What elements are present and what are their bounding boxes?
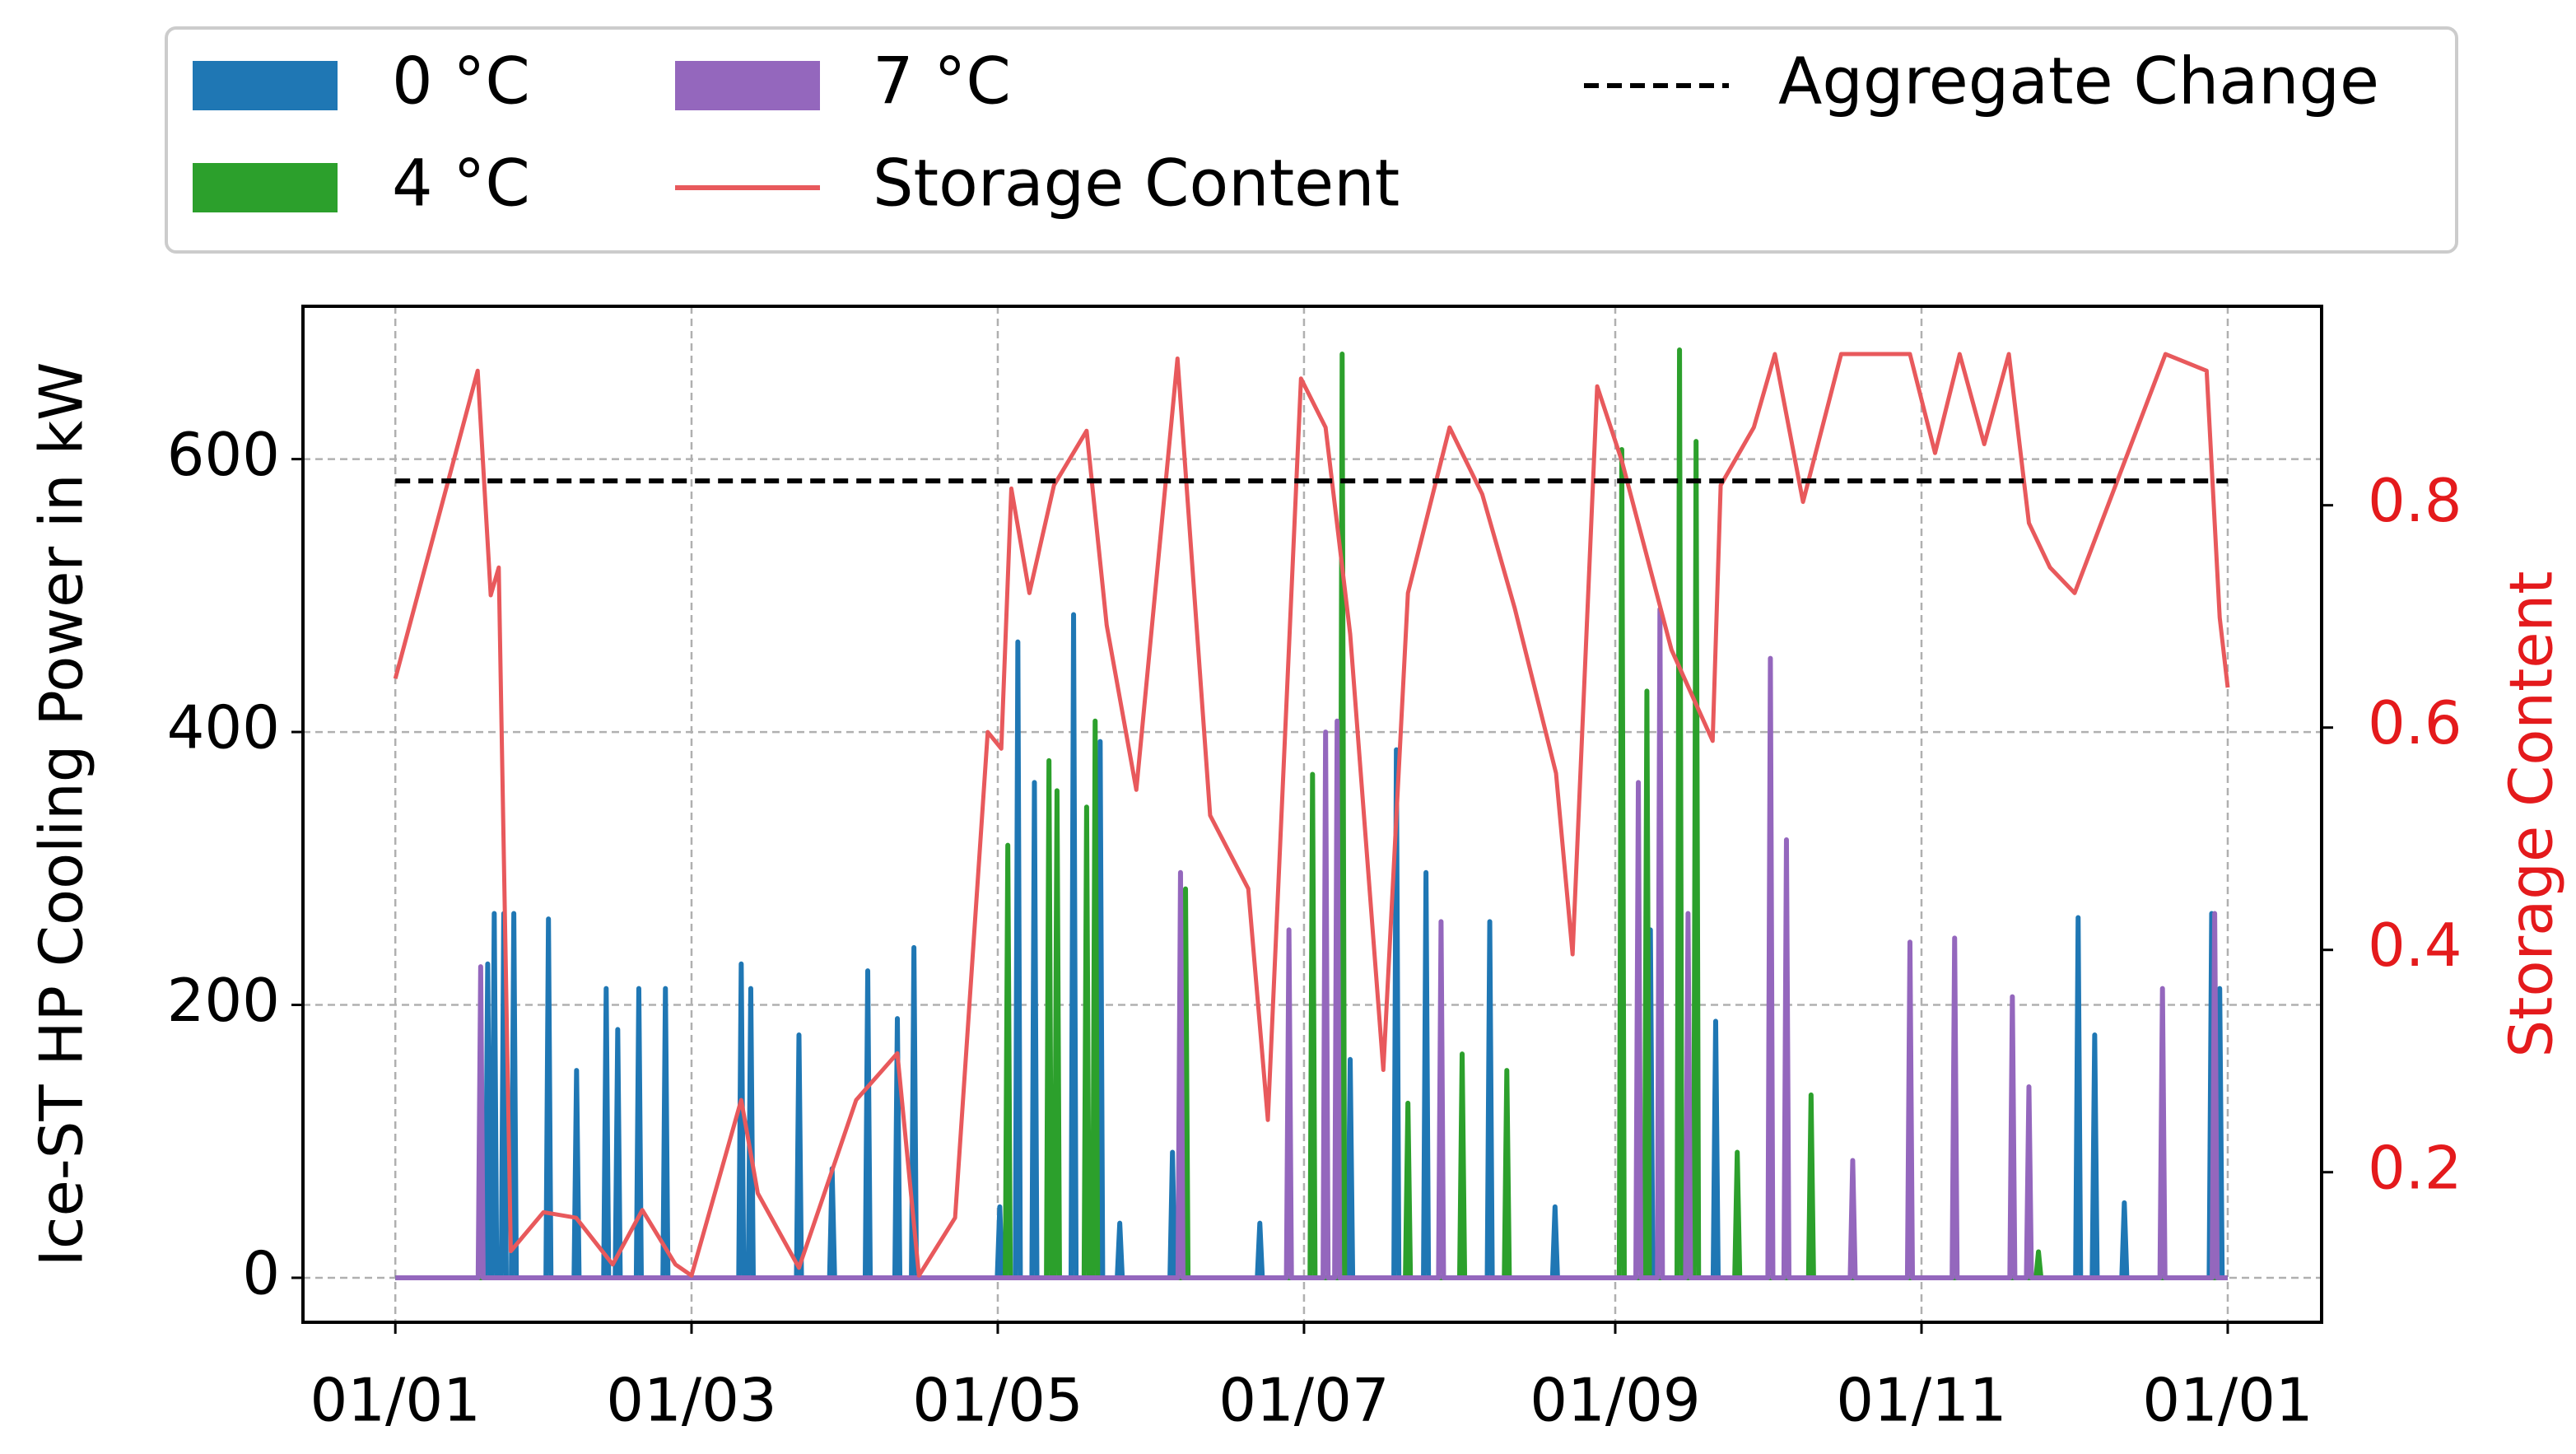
- y2-tick-label: 0.2: [2368, 1133, 2462, 1202]
- y2-tick-label: 0.4: [2368, 911, 2462, 980]
- legend-label: 0 °C: [392, 44, 530, 119]
- y-axis-label: Ice-ST HP Cooling Power in kW: [27, 362, 96, 1267]
- legend-swatch: [675, 61, 820, 110]
- plot-frame: [301, 305, 2323, 1324]
- legend-label: 4 °C: [392, 147, 530, 221]
- series-line: [395, 606, 2228, 1280]
- y2-tick-label: 0.8: [2368, 466, 2462, 535]
- y-tick-label: 200: [167, 966, 280, 1035]
- legend-swatch: [193, 61, 338, 110]
- legend-label: 7 °C: [873, 44, 1011, 119]
- x-tick-label: 01/05: [912, 1366, 1083, 1435]
- legend-label: Storage Content: [873, 147, 1400, 221]
- legend-swatch: [193, 163, 338, 212]
- x-tick-label: 01/07: [1218, 1366, 1390, 1435]
- y2-axis-label: Storage Content: [2497, 571, 2566, 1058]
- y-tick-label: 600: [167, 420, 280, 489]
- y-tick-label: 0: [242, 1238, 280, 1307]
- y2-tick-label: 0.6: [2368, 688, 2462, 757]
- x-tick-label: 01/09: [1530, 1366, 1701, 1435]
- x-tick-label: 01/01: [310, 1366, 481, 1435]
- legend-label: Aggregate Change: [1778, 44, 2379, 119]
- x-tick-label: 01/11: [1836, 1366, 2007, 1435]
- y-tick-label: 400: [167, 693, 280, 762]
- x-tick-label: 01/01: [2142, 1366, 2313, 1435]
- x-tick-label: 01/03: [606, 1366, 777, 1435]
- series-line: [393, 352, 2230, 1278]
